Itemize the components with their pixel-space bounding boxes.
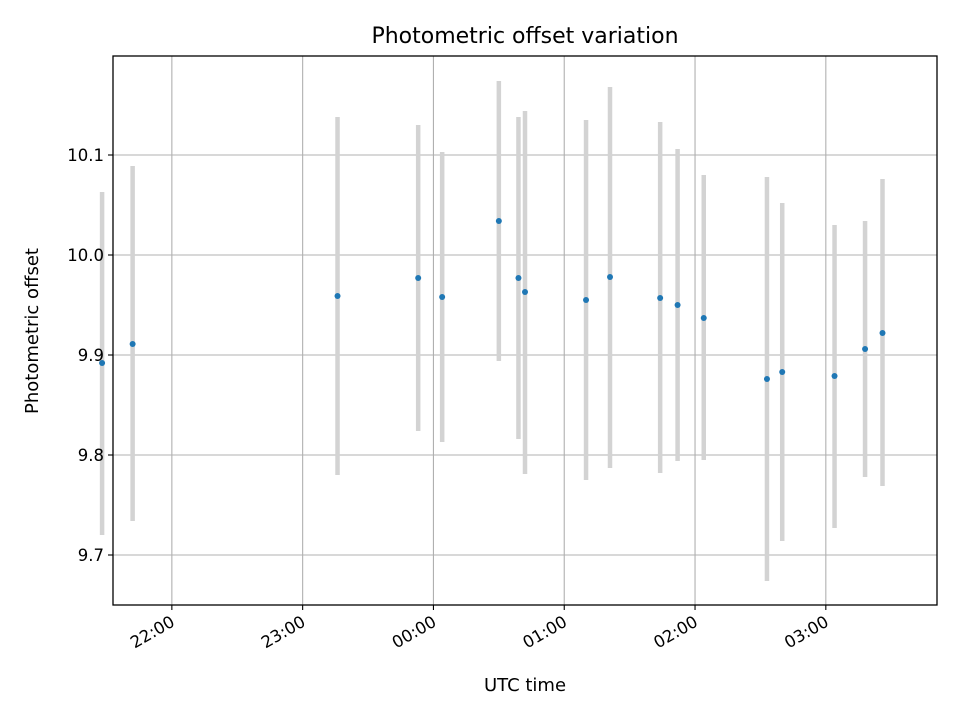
data-point [334, 293, 341, 299]
data-point [439, 294, 446, 300]
data-point [763, 376, 770, 382]
data-point [674, 302, 681, 308]
data-point [99, 360, 106, 366]
chart-title: Photometric offset variation [371, 24, 678, 49]
data-point [515, 275, 522, 281]
data-point [129, 341, 136, 347]
y-tick-label: 9.8 [78, 446, 104, 465]
data-point [779, 369, 786, 375]
data-point [607, 274, 614, 280]
y-tick-label: 10.1 [67, 146, 104, 165]
y-tick-label: 10.0 [67, 246, 104, 265]
data-point [415, 275, 422, 281]
data-point [583, 297, 590, 303]
y-axis-label: Photometric offset [22, 248, 43, 414]
data-points [99, 218, 886, 382]
data-point [700, 315, 707, 321]
data-point [657, 295, 664, 301]
data-point [879, 330, 886, 336]
data-point [862, 346, 869, 352]
y-tick-label: 9.9 [78, 346, 104, 365]
x-axis-label: UTC time [484, 675, 566, 696]
y-tick-label: 9.7 [78, 546, 104, 565]
data-point [831, 373, 838, 379]
plot-frame [112, 55, 938, 606]
data-point [495, 218, 502, 224]
data-point [522, 289, 528, 295]
